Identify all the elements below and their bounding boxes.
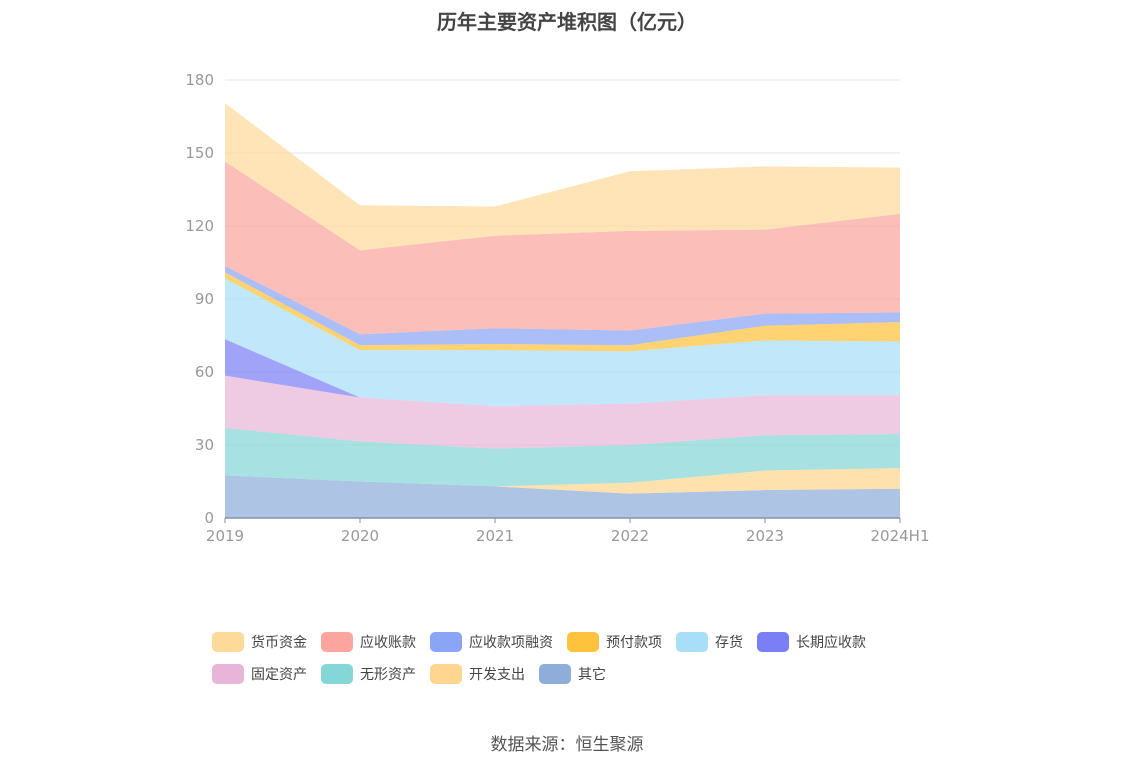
y-tick-label: 30 <box>195 436 214 454</box>
area-series-9[interactable] <box>225 103 900 251</box>
legend-swatch <box>567 632 599 652</box>
area-series-8[interactable] <box>225 161 900 335</box>
legend-label: 长期应收款 <box>796 635 866 651</box>
legend-item[interactable]: 开发支出 <box>430 664 525 684</box>
area-series-7[interactable] <box>225 266 900 346</box>
y-tick-label: 60 <box>195 363 214 381</box>
area-series-5[interactable] <box>225 278 900 407</box>
y-tick-label: 90 <box>195 290 214 308</box>
legend-label: 无形资产 <box>360 667 416 683</box>
legend-item[interactable]: 无形资产 <box>321 664 416 684</box>
area-series-3[interactable] <box>225 375 900 449</box>
legend-item[interactable]: 应收款项融资 <box>430 632 553 652</box>
x-tick-label: 2024H1 <box>871 527 930 545</box>
legend-swatch <box>757 632 789 652</box>
x-tick-label: 2020 <box>341 527 379 545</box>
y-tick-label: 180 <box>185 71 214 89</box>
legend-label: 预付款项 <box>606 635 662 651</box>
legend-swatch <box>212 632 244 652</box>
legend-label: 其它 <box>578 667 606 683</box>
legend-item[interactable]: 预付款项 <box>567 632 662 652</box>
area-series-6[interactable] <box>225 272 900 352</box>
area-series-0[interactable] <box>225 475 900 518</box>
area-series-2[interactable] <box>225 427 900 487</box>
y-tick-label: 0 <box>204 509 214 527</box>
legend-swatch <box>430 632 462 652</box>
legend: 货币资金 应收账款 应收款项融资 预付款项 存货 长期应收款固定资产 无形资产 开发支出 其它 <box>212 632 952 684</box>
legend-item[interactable]: 存货 <box>676 632 743 652</box>
x-tick-label: 2022 <box>611 527 649 545</box>
legend-item[interactable]: 长期应收款 <box>757 632 866 652</box>
legend-label: 应收款项融资 <box>469 635 553 651</box>
legend-label: 货币资金 <box>251 635 307 651</box>
data-source: 数据来源：恒生聚源 <box>490 735 644 755</box>
x-tick-label: 2019 <box>206 527 244 545</box>
legend-swatch <box>539 664 571 684</box>
legend-swatch <box>212 664 244 684</box>
x-tick-label: 2021 <box>476 527 514 545</box>
area-series-1[interactable] <box>225 468 900 494</box>
legend-swatch <box>676 632 708 652</box>
x-tick-label: 2023 <box>746 527 784 545</box>
axes: 0 30 60 90 120 150 180 2019 2020 2021 2022 2023 2024… <box>185 71 929 545</box>
y-tick-label: 120 <box>185 217 214 235</box>
legend-label: 固定资产 <box>251 667 307 683</box>
legend-label: 应收账款 <box>360 635 416 651</box>
legend-label: 开发支出 <box>469 667 525 683</box>
legend-swatch <box>321 632 353 652</box>
y-tick-label: 150 <box>185 144 214 162</box>
legend-item[interactable]: 应收账款 <box>321 632 416 652</box>
legend-label: 存货 <box>715 635 743 651</box>
legend-item[interactable]: 货币资金 <box>212 632 307 652</box>
legend-swatch <box>321 664 353 684</box>
chart-title: 历年主要资产堆积图（亿元） <box>437 10 697 34</box>
area-series <box>225 103 900 518</box>
legend-item[interactable]: 其它 <box>539 664 606 684</box>
legend-swatch <box>430 664 462 684</box>
legend-item[interactable]: 固定资产 <box>212 664 307 684</box>
